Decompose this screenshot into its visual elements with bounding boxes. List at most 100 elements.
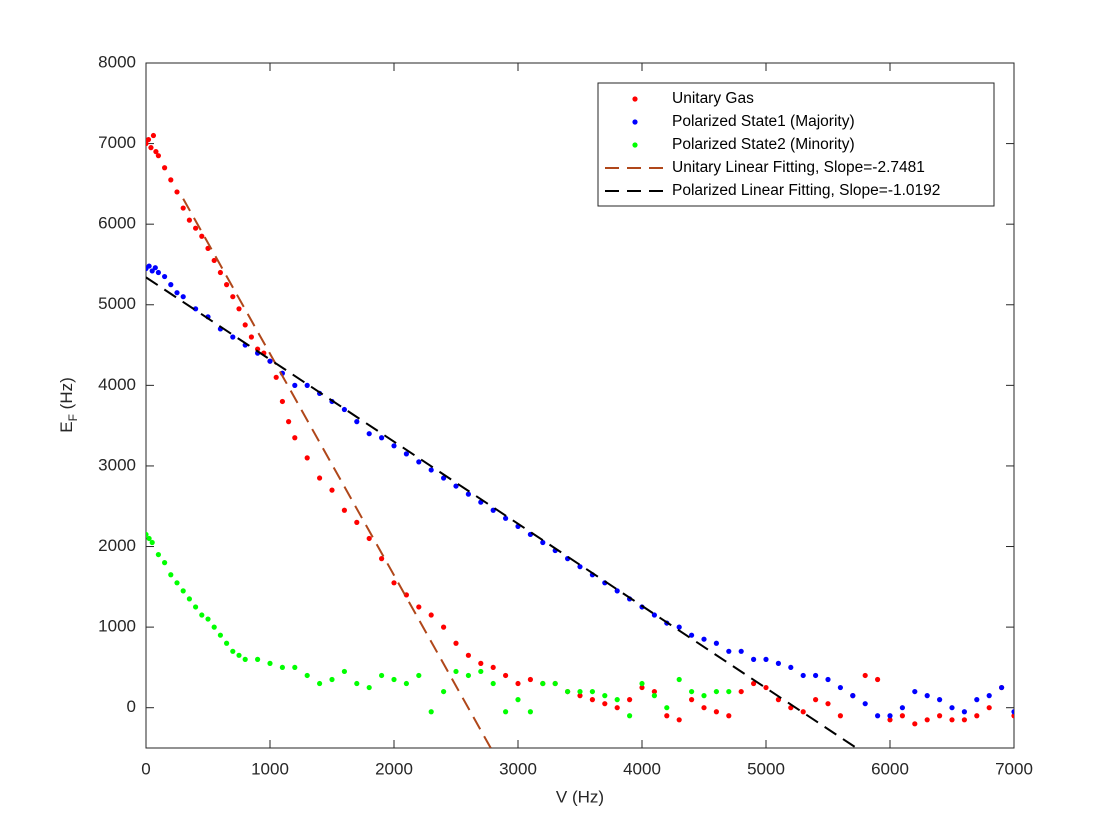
data-point	[304, 672, 310, 679]
data-point	[825, 676, 831, 683]
data-point	[490, 680, 496, 687]
data-point	[152, 265, 158, 271]
data-point	[236, 652, 242, 658]
data-point	[292, 382, 298, 388]
data-point	[937, 697, 943, 703]
data-point	[329, 487, 335, 493]
data-point	[614, 588, 620, 594]
data-point	[428, 612, 434, 618]
data-point	[589, 697, 596, 703]
data-point	[713, 640, 720, 646]
fit-line	[182, 198, 492, 748]
legend-marker	[632, 142, 638, 148]
y-tick-label: 3000	[98, 455, 136, 474]
y-tick-label: 0	[127, 697, 136, 716]
data-point	[949, 717, 955, 723]
data-point	[763, 656, 769, 662]
data-point	[391, 443, 397, 449]
data-point	[186, 596, 192, 602]
data-point	[174, 580, 180, 586]
data-point	[403, 451, 409, 457]
y-axis-label: EF (Hz)	[57, 377, 80, 433]
data-point	[676, 717, 682, 723]
data-point	[217, 269, 223, 276]
data-point	[577, 693, 583, 699]
data-point	[887, 717, 893, 723]
data-point	[199, 612, 205, 618]
data-point	[602, 701, 608, 707]
data-point	[627, 697, 633, 703]
data-point	[751, 680, 757, 687]
legend-label: Polarized State2 (Minority)	[672, 136, 855, 153]
data-point	[540, 539, 546, 546]
y-label-unit: (Hz)	[57, 377, 76, 414]
data-point	[676, 676, 682, 683]
data-point	[168, 282, 174, 288]
data-point	[267, 358, 273, 364]
data-point	[887, 713, 893, 719]
data-point	[416, 604, 422, 610]
data-point	[379, 672, 385, 679]
data-point	[540, 680, 546, 687]
y-tick-label: 6000	[98, 214, 136, 233]
data-point	[162, 560, 168, 566]
data-point	[279, 664, 285, 671]
legend-label: Polarized State1 (Majority)	[672, 113, 855, 130]
legend-label: Unitary Linear Fitting, Slope=-2.7481	[672, 159, 925, 176]
data-point	[875, 676, 881, 683]
data-point	[146, 531, 149, 538]
data-point	[503, 515, 509, 521]
data-point	[751, 656, 757, 662]
data-point	[174, 189, 180, 195]
data-point	[949, 705, 955, 711]
data-point	[639, 680, 645, 687]
data-point	[149, 539, 155, 546]
y-tick-label: 5000	[98, 294, 136, 313]
data-point	[478, 668, 484, 675]
data-point	[453, 640, 459, 646]
data-point	[503, 709, 509, 715]
data-point	[441, 624, 447, 630]
data-point	[230, 648, 236, 654]
data-point	[148, 145, 154, 151]
data-point	[1011, 713, 1014, 719]
data-point	[242, 656, 248, 662]
data-point	[341, 507, 347, 513]
data-point	[230, 294, 236, 300]
data-point	[354, 419, 360, 425]
data-point	[614, 697, 620, 703]
data-point	[403, 680, 409, 687]
data-point	[800, 672, 806, 679]
data-point	[224, 282, 230, 288]
legend-label: Unitary Gas	[672, 90, 754, 107]
data-point	[503, 672, 509, 679]
y-label-main: E	[57, 421, 76, 432]
data-point	[193, 306, 199, 312]
data-point	[738, 688, 744, 695]
data-point	[999, 684, 1005, 691]
data-point	[168, 572, 174, 578]
data-point	[937, 713, 943, 719]
data-point	[211, 257, 217, 264]
data-point	[713, 709, 720, 715]
data-point	[912, 688, 918, 695]
y-tick-label: 8000	[98, 52, 136, 71]
data-point	[255, 656, 261, 662]
data-point	[205, 616, 211, 622]
data-point	[149, 268, 155, 274]
data-point	[224, 640, 230, 646]
data-point	[627, 713, 633, 719]
data-point	[825, 701, 831, 707]
data-point	[329, 676, 335, 683]
data-point	[689, 632, 695, 638]
data-point	[248, 334, 254, 340]
data-point	[146, 140, 149, 147]
x-tick-label: 0	[141, 759, 150, 778]
data-point	[211, 624, 217, 630]
y-tick-label: 7000	[98, 133, 136, 152]
data-point	[701, 693, 707, 699]
data-point	[850, 693, 856, 699]
data-point	[465, 672, 471, 679]
data-point	[986, 693, 992, 699]
